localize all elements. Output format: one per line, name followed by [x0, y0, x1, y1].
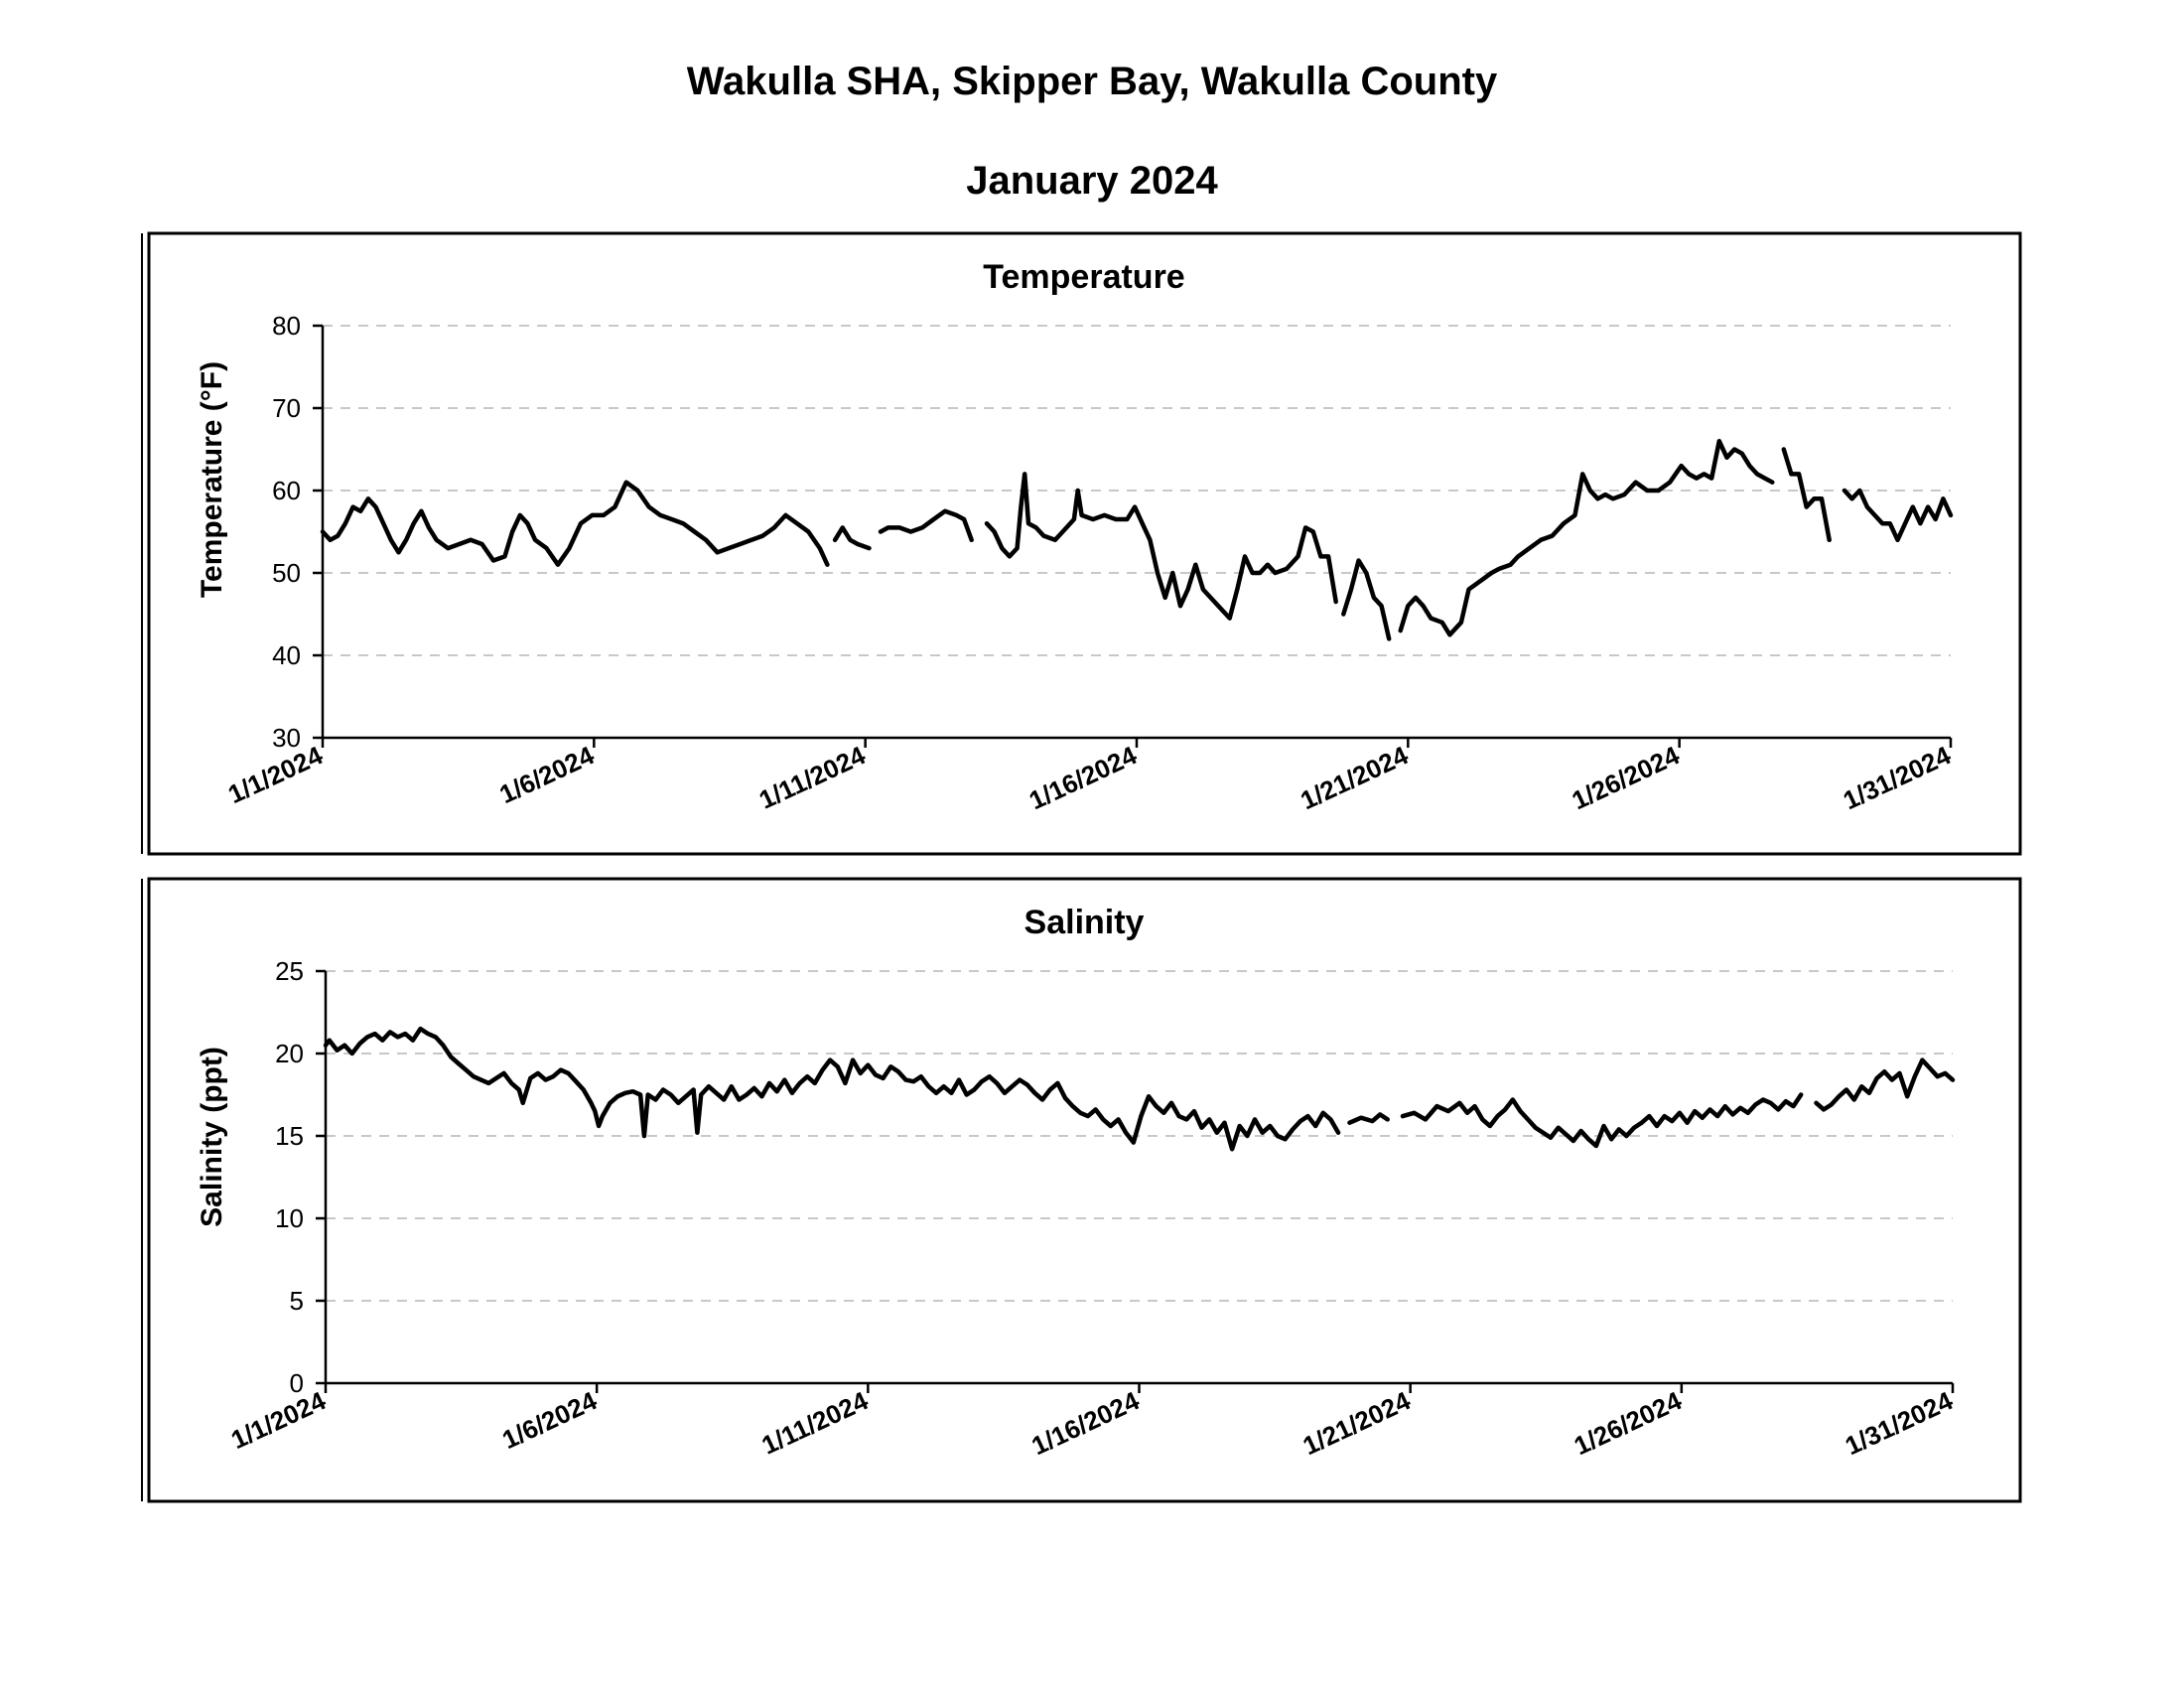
- series-line: [1400, 1092, 1804, 1149]
- series-line: [323, 1026, 1341, 1152]
- x-tick-label: 1/26/2024: [1570, 1385, 1687, 1461]
- series-line: [1781, 447, 1832, 543]
- panel-title: Salinity: [1024, 904, 1145, 941]
- y-tick-label: 60: [272, 476, 301, 505]
- series-line: [832, 525, 872, 551]
- x-tick-label: 1/31/2024: [1841, 1385, 1958, 1461]
- x-tick-label: 1/11/2024: [757, 1385, 874, 1461]
- y-tick-label: 80: [272, 311, 301, 341]
- salinity-panel: Salinity Salinity (ppt) 0 5 10 15 20 25 1/1/20…: [147, 877, 2022, 1503]
- series-line: [1398, 438, 1775, 637]
- x-tick-label: 1/6/2024: [497, 1385, 602, 1455]
- x-tick-label: 1/21/2024: [1296, 740, 1413, 815]
- y-tick-label: 50: [272, 558, 301, 588]
- y-tick-label: 25: [275, 956, 304, 986]
- series-line: [878, 508, 974, 543]
- y-tick-label: 20: [275, 1039, 304, 1068]
- y-tick-label: 0: [290, 1368, 304, 1398]
- x-tick-label: 1/11/2024: [754, 740, 871, 815]
- x-tick-label: 1/6/2024: [494, 740, 599, 809]
- panel-title: Temperature: [983, 258, 1184, 296]
- series-line: [1341, 558, 1392, 641]
- series-line: [320, 480, 830, 567]
- x-tick-label: 1/16/2024: [1027, 1385, 1145, 1461]
- series-line: [1347, 1112, 1390, 1125]
- page-subtitle: January 2024: [966, 159, 1218, 203]
- series-line: [984, 472, 1338, 621]
- x-tick-label: 1/16/2024: [1024, 740, 1142, 815]
- y-tick-label: 30: [272, 723, 301, 753]
- y-tick-label: 15: [275, 1121, 304, 1151]
- y-axis-label: Salinity (ppt): [196, 1047, 228, 1227]
- panel-frame: [147, 877, 2022, 1503]
- series-line: [1814, 1057, 1956, 1112]
- y-tick-label: 10: [275, 1203, 304, 1233]
- y-tick-label: 40: [272, 640, 301, 670]
- temperature-panel: Temperature Temperature (°F) 30 40 50 60 70 8…: [147, 231, 2022, 856]
- y-axis-label: Temperature (°F): [196, 361, 228, 598]
- x-tick-label: 1/26/2024: [1568, 740, 1685, 815]
- x-tick-label: 1/31/2024: [1839, 740, 1956, 815]
- y-tick-label: 5: [290, 1286, 304, 1316]
- panel-frame: [147, 231, 2022, 856]
- x-tick-label: 1/21/2024: [1298, 1385, 1416, 1461]
- page-title: Wakulla SHA, Skipper Bay, Wakulla County: [686, 60, 1498, 103]
- x-tick-label: 1/1/2024: [226, 1385, 331, 1455]
- y-tick-label: 70: [272, 393, 301, 423]
- series-line: [1842, 488, 1954, 543]
